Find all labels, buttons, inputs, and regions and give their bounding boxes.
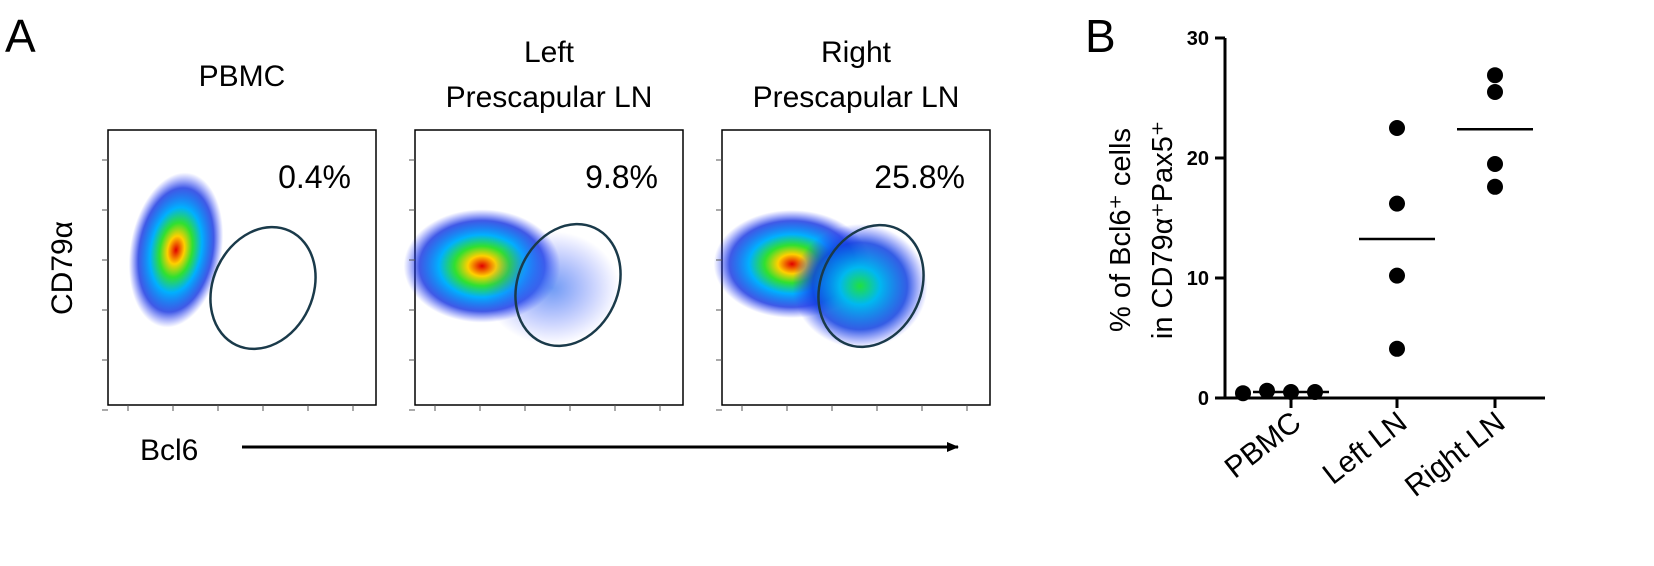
data-point [1283,384,1299,400]
y-tick-label: 30 [1187,28,1209,50]
data-point [1235,385,1251,402]
plot-title: PBMC [199,60,286,93]
gate-label: 9.8% [585,159,658,195]
panel-label: B [1085,10,1116,62]
plot-title: Left [524,36,575,69]
data-point [1389,195,1405,212]
plot-title: Prescapular LN [753,81,960,114]
data-point [1389,120,1405,136]
y-tick-label: 0 [1198,388,1209,410]
data-point [1389,267,1405,284]
data-point [1487,67,1503,84]
x-axis-label: Bcl6 [140,434,198,467]
gate-label: 25.8% [874,159,965,195]
x-tick-label: PBMC [1219,406,1308,485]
y-tick-label: 10 [1187,268,1209,290]
data-point [1487,156,1503,172]
cell-population [792,223,928,349]
y-axis-label: CD79α [46,221,79,315]
gate [209,225,317,351]
density [128,172,224,328]
data-point [1307,384,1323,400]
y-axis-label: in CD79α⁺Pax5⁺ [1147,121,1179,339]
data-point [1389,340,1405,357]
x-tick-label: Right LN [1399,406,1511,504]
data-point [1487,178,1503,195]
cell-population [128,172,224,328]
gate [514,222,622,348]
data-point [1487,84,1503,100]
panel-label: A [5,10,36,62]
y-axis-label: % of Bcl6⁺ cells [1105,128,1137,332]
gate-label: 0.4% [278,159,351,195]
gate [817,223,925,349]
density [713,210,928,349]
plot-title: Prescapular LN [446,81,653,114]
data-point [1259,382,1275,399]
y-tick-label: 20 [1187,148,1209,170]
plot-title: Right [821,36,892,69]
